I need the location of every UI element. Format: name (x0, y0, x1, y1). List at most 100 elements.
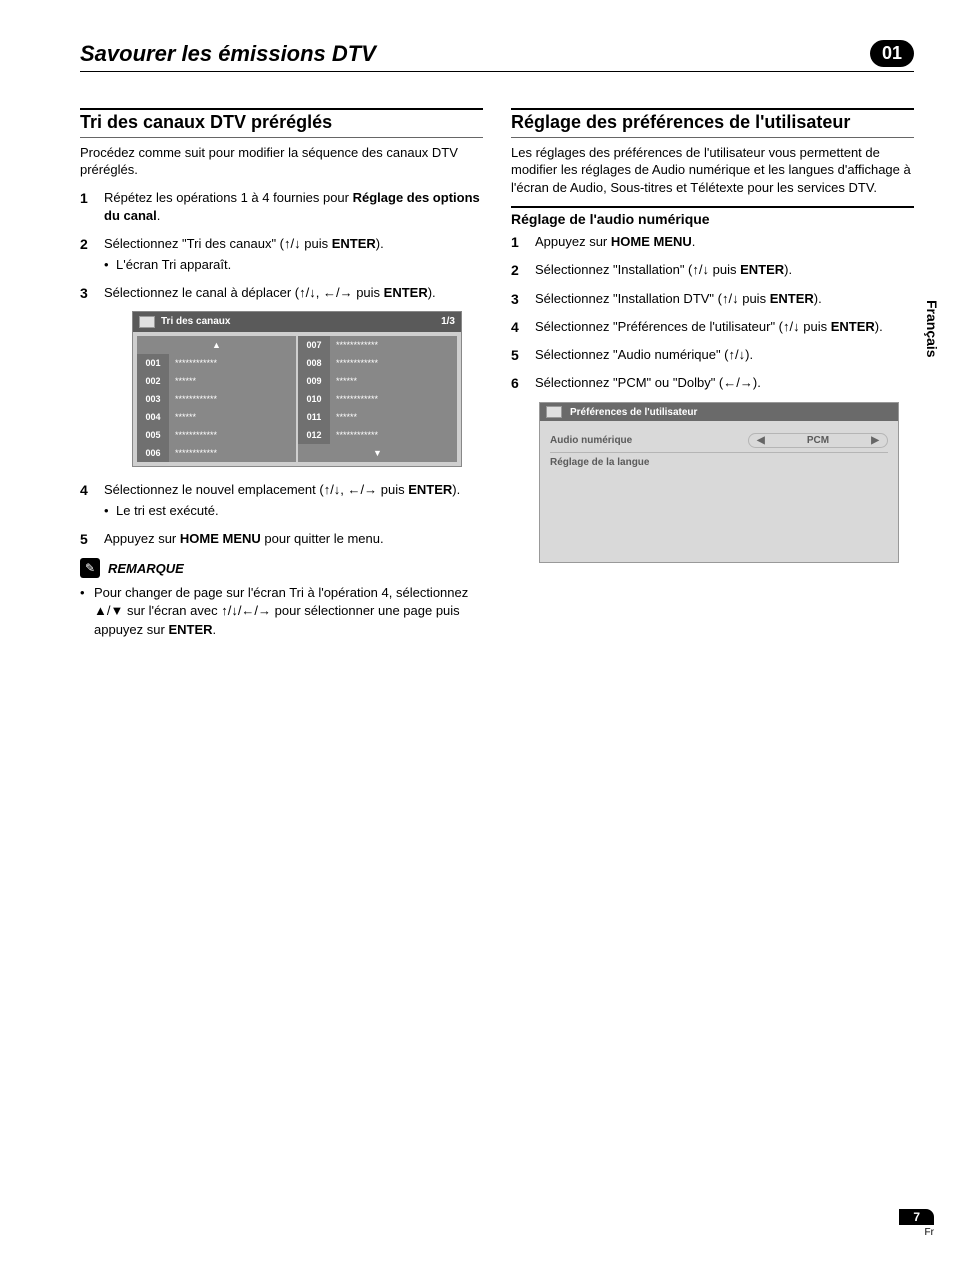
row-val: ****** (169, 372, 296, 390)
step-text: Sélectionnez "Audio numérique" ( (535, 347, 729, 362)
up-arrow-icon: ▲ (212, 336, 221, 354)
sort-down-arrow-row[interactable]: ▼ (298, 444, 457, 462)
step-sub-bullet: L'écran Tri apparaît. (104, 256, 483, 274)
table-row[interactable]: 009****** (298, 372, 457, 390)
remark-label: REMARQUE (108, 561, 184, 576)
left-column: Tri des canaux DTV préréglés Procédez co… (80, 108, 483, 639)
step-text: ). (814, 291, 822, 306)
content-columns: Tri des canaux DTV préréglés Procédez co… (80, 108, 914, 639)
sort-page-indicator: 1/3 (441, 315, 455, 329)
sort-up-arrow-row[interactable]: ▲ (137, 336, 296, 354)
sort-panel-title: Tri des canaux (161, 315, 230, 329)
page-header: Savourer les émissions DTV 01 (80, 40, 914, 67)
arrows: ←/→ (723, 375, 753, 390)
table-row[interactable]: 006************ (137, 444, 296, 462)
prefs-row-audio[interactable]: Audio numérique ◀ PCM ▶ (550, 429, 888, 453)
table-row[interactable]: 001************ (137, 354, 296, 372)
table-row[interactable]: 011****** (298, 408, 457, 426)
row-num: 007 (298, 336, 330, 354)
step-item: Sélectionnez "Installation" (↑/↓ puis EN… (511, 261, 914, 279)
step-text: puis (800, 319, 831, 334)
step-text: ). (753, 375, 761, 390)
header-rule (80, 71, 914, 72)
row-val: ****** (330, 408, 457, 426)
table-row[interactable]: 007************ (298, 336, 457, 354)
remark-header: REMARQUE (80, 558, 483, 578)
step-bold: ENTER (740, 262, 784, 277)
step-text: Sélectionnez le canal à déplacer ( (104, 285, 299, 300)
table-row[interactable]: 004****** (137, 408, 296, 426)
row-num: 001 (137, 354, 169, 372)
table-row[interactable]: 002****** (137, 372, 296, 390)
prefs-value-selector[interactable]: ◀ PCM ▶ (748, 433, 888, 448)
sort-channels-panel: Tri des canaux 1/3 ▲ 001************ 002… (132, 311, 462, 467)
language-side-tab: Français (924, 300, 940, 358)
step-text: Sélectionnez le nouvel emplacement ( (104, 482, 324, 497)
prefs-value: PCM (807, 435, 829, 446)
row-num: 009 (298, 372, 330, 390)
chapter-title: Savourer les émissions DTV (80, 41, 376, 67)
chapter-number-badge: 01 (870, 40, 914, 67)
arrows: ↑/↓ (284, 236, 301, 251)
step-item: Sélectionnez "Préférences de l'utilisate… (511, 318, 914, 336)
footer-language-code: Fr (899, 1227, 934, 1238)
step-text: . (692, 234, 696, 249)
remark-text: Pour changer de page sur l'écran Tri à l… (80, 584, 483, 639)
sort-col-right: 007************ 008************ 009*****… (298, 336, 457, 462)
steps-right: Appuyez sur HOME MENU. Sélectionnez "Ins… (511, 233, 914, 392)
row-val: ************ (169, 354, 296, 372)
row-val: ************ (330, 390, 457, 408)
step-item: Répétez les opérations 1 à 4 fournies po… (80, 189, 483, 225)
step-text: ). (875, 319, 883, 334)
arrows: ↑/↓, ←/→ (324, 482, 377, 497)
section-title-right: Réglage des préférences de l'utilisateur (511, 108, 914, 138)
table-row[interactable]: 010************ (298, 390, 457, 408)
step-text: ). (784, 262, 792, 277)
row-num: 004 (137, 408, 169, 426)
row-num: 005 (137, 426, 169, 444)
step-text: pour quitter le menu. (261, 531, 384, 546)
step-item: Sélectionnez "Installation DTV" (↑/↓ pui… (511, 290, 914, 308)
steps-left: Répétez les opérations 1 à 4 fournies po… (80, 189, 483, 549)
row-num: 008 (298, 354, 330, 372)
prefs-header-icon (546, 406, 562, 418)
step-text: Appuyez sur (104, 531, 180, 546)
step-text: . (157, 208, 161, 223)
row-num: 011 (298, 408, 330, 426)
row-num: 012 (298, 426, 330, 444)
step-text: puis (709, 262, 740, 277)
table-row[interactable]: 008************ (298, 354, 457, 372)
row-val: ************ (169, 390, 296, 408)
down-arrow-icon: ▼ (373, 444, 382, 462)
arrows: ↑/↓/←/→ (221, 603, 271, 618)
step-text: puis (353, 285, 384, 300)
row-val: ****** (169, 408, 296, 426)
left-arrow-icon: ◀ (757, 435, 765, 446)
step-text: Sélectionnez "PCM" ou "Dolby" ( (535, 375, 723, 390)
prefs-row-language[interactable]: Réglage de la langue (550, 453, 888, 472)
step-item: Appuyez sur HOME MENU pour quitter le me… (80, 530, 483, 548)
step-text: ). (376, 236, 384, 251)
step-text: puis (377, 482, 408, 497)
prefs-panel-body: Audio numérique ◀ PCM ▶ Réglage de la la… (540, 421, 898, 562)
section-title-left: Tri des canaux DTV préréglés (80, 108, 483, 138)
row-val: ****** (330, 372, 457, 390)
arrows: ↑/↓, ←/→ (299, 285, 352, 300)
table-row[interactable]: 012************ (298, 426, 457, 444)
remark-bold: ENTER (168, 622, 212, 637)
step-bold: ENTER (332, 236, 376, 251)
step-sub-bullet: Le tri est exécuté. (104, 502, 483, 520)
sort-grid: ▲ 001************ 002****** 003*********… (133, 332, 461, 466)
sort-col-left: ▲ 001************ 002****** 003*********… (137, 336, 296, 462)
page-number-badge: 7 (899, 1209, 934, 1225)
row-num: 010 (298, 390, 330, 408)
row-num: 002 (137, 372, 169, 390)
row-val: ************ (330, 336, 457, 354)
sort-panel-header: Tri des canaux 1/3 (133, 312, 461, 332)
table-row[interactable]: 003************ (137, 390, 296, 408)
step-item: Sélectionnez "Audio numérique" (↑/↓). (511, 346, 914, 364)
table-row[interactable]: 005************ (137, 426, 296, 444)
row-num: 003 (137, 390, 169, 408)
step-item: Appuyez sur HOME MENU. (511, 233, 914, 251)
step-bold: ENTER (770, 291, 814, 306)
